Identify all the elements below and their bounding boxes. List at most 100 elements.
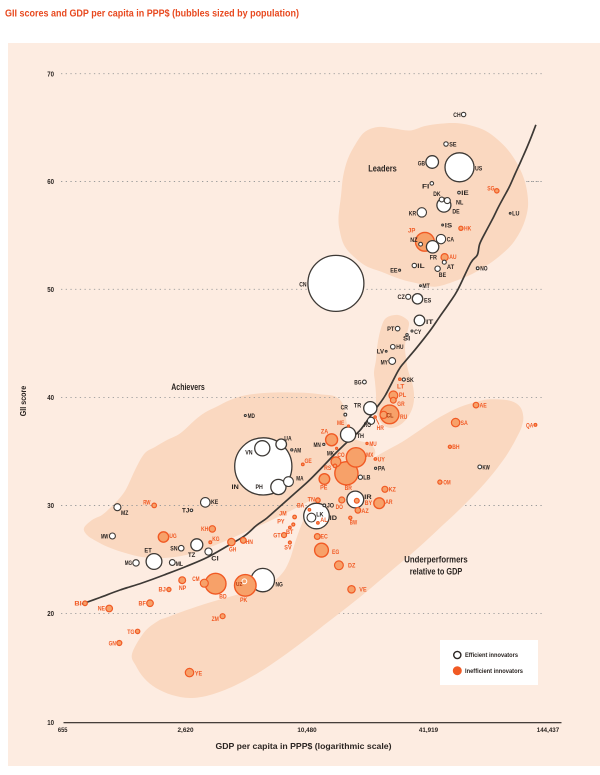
svg-text:BF: BF [139,600,146,607]
svg-text:CH: CH [453,112,461,119]
svg-text:GT: GT [273,532,280,539]
svg-text:PK: PK [240,597,248,604]
svg-text:MZ: MZ [121,510,128,517]
svg-text:BW: BW [350,520,357,527]
svg-text:TH: TH [357,433,365,440]
svg-text:DE: DE [452,209,459,216]
svg-text:70: 70 [47,69,54,78]
svg-text:Achievers: Achievers [171,382,205,392]
svg-text:TR: TR [354,402,362,409]
svg-text:RW: RW [143,500,150,507]
svg-text:MG: MG [125,560,132,567]
svg-text:CL: CL [386,412,393,419]
svg-text:SA: SA [461,420,469,427]
svg-text:50: 50 [47,285,54,294]
svg-text:MU: MU [369,441,377,448]
svg-text:SV: SV [284,544,292,551]
svg-text:UZ: UZ [236,582,243,588]
svg-text:BY: BY [365,500,373,507]
svg-text:Inefficient innovators: Inefficient innovators [465,668,523,675]
svg-text:GN: GN [109,640,117,647]
svg-text:PE: PE [320,485,327,492]
svg-text:EC: EC [321,533,329,540]
svg-text:BG: BG [354,379,361,386]
svg-text:IR: IR [364,494,372,501]
svg-text:UG: UG [169,533,176,540]
svg-text:US: US [475,166,482,173]
svg-text:10: 10 [47,718,54,727]
svg-text:KG: KG [212,536,219,543]
svg-text:BH: BH [452,444,460,451]
svg-text:GH: GH [229,546,237,553]
svg-text:HK: HK [464,226,472,233]
svg-text:BJ: BJ [159,587,167,594]
svg-text:MD: MD [248,413,256,420]
svg-text:TG: TG [127,629,134,636]
svg-text:LB: LB [363,475,371,482]
svg-text:IL: IL [417,263,425,270]
svg-text:NZ: NZ [410,237,417,244]
svg-text:AM: AM [294,447,301,454]
svg-text:ES: ES [424,298,431,305]
svg-text:FR: FR [430,255,438,262]
svg-text:41,919: 41,919 [419,727,438,734]
svg-text:IN: IN [232,484,240,491]
svg-text:PH: PH [256,484,264,491]
svg-text:CN: CN [299,282,307,289]
svg-text:NP: NP [179,585,186,592]
svg-text:30: 30 [47,501,54,510]
svg-text:SG: SG [487,186,494,193]
svg-text:655: 655 [58,727,68,734]
svg-text:JP: JP [408,228,415,235]
svg-text:FI: FI [422,184,430,191]
svg-text:HR: HR [377,425,385,432]
svg-text:NE: NE [98,606,105,613]
svg-text:CI: CI [211,556,219,563]
svg-text:GR: GR [397,401,405,408]
svg-text:CY: CY [414,329,422,336]
svg-text:40: 40 [47,393,54,402]
svg-text:KH: KH [201,526,209,533]
svg-text:LV: LV [377,349,385,356]
svg-text:144,437: 144,437 [537,727,560,734]
svg-text:SE: SE [449,141,456,148]
svg-text:CZ: CZ [398,294,405,301]
svg-text:KE: KE [211,499,218,506]
svg-text:RU: RU [400,414,408,421]
svg-text:MN: MN [314,442,322,449]
svg-text:60: 60 [47,177,54,186]
svg-text:CR: CR [341,404,349,411]
svg-text:TZ: TZ [188,552,196,559]
svg-text:AL: AL [320,517,327,524]
svg-text:BR: BR [345,485,353,492]
svg-text:JM: JM [279,510,286,517]
svg-text:10,480: 10,480 [297,727,316,734]
svg-text:GII score: GII score [18,386,28,417]
svg-text:SN: SN [170,545,178,552]
svg-text:QA: QA [526,422,534,429]
svg-text:PY: PY [277,518,285,525]
svg-text:ZM: ZM [212,616,219,623]
svg-text:ML: ML [176,561,183,568]
svg-text:BT: BT [286,529,293,536]
svg-text:relative to GDP: relative to GDP [410,567,463,577]
svg-text:GE: GE [305,458,312,465]
svg-text:RO: RO [364,422,371,429]
svg-text:KZ: KZ [389,487,396,494]
svg-text:VE: VE [359,587,366,594]
svg-text:MK: MK [327,451,335,458]
svg-text:GII scores and GDP per capita: GII scores and GDP per capita in PPP$ (b… [5,9,299,20]
svg-text:TN: TN [308,496,316,503]
svg-text:LU: LU [512,211,520,218]
svg-text:BA: BA [297,503,305,510]
svg-text:BI: BI [74,601,82,608]
svg-text:IE: IE [461,190,468,197]
svg-text:NL: NL [456,200,463,207]
svg-text:Efficient innovators: Efficient innovators [465,652,518,659]
svg-text:UA: UA [284,435,292,442]
svg-text:EE: EE [390,267,397,274]
svg-text:EG: EG [332,549,339,556]
svg-text:JO: JO [327,503,334,510]
svg-text:LK: LK [316,511,324,518]
svg-text:DO: DO [336,504,343,511]
